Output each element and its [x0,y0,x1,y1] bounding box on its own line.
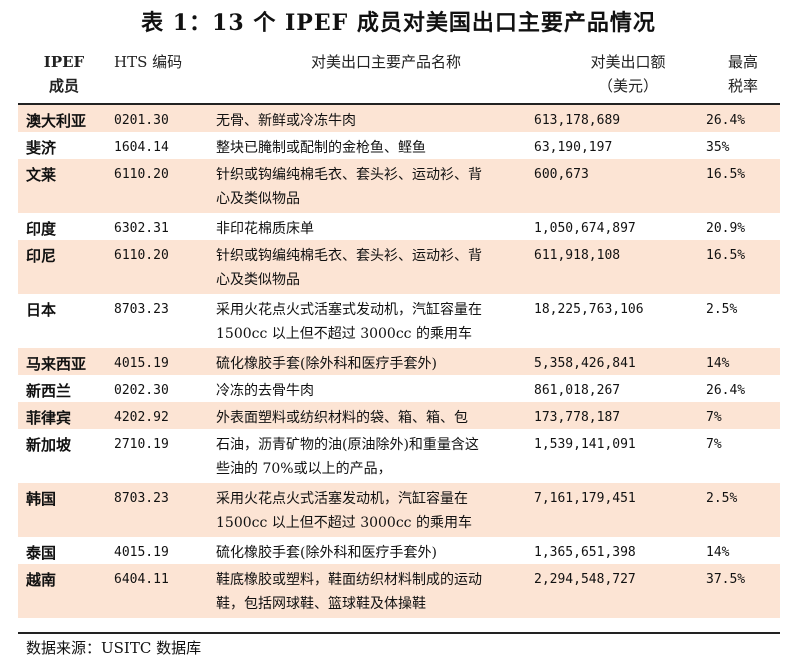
header-rule [18,103,780,105]
header-member-line1: IPEF [43,53,85,71]
row-hts: 4015.19 [114,545,169,560]
row-rate: 14% [706,545,730,560]
row-rate: 16.5% [706,248,746,263]
table-title: 表 1：13 个 IPEF 成员对美国出口主要产品情况 [141,10,656,36]
header-member-line2: 成员 [48,77,79,95]
row-member: 印尼 [26,247,57,265]
row-product: 采用火花点火式活塞发动机，汽缸容量在 1500cc 以上但不超过 3000cc … [216,491,472,531]
row-value: 861,018,267 [534,383,621,398]
row-value: 2,294,548,727 [534,572,636,587]
row-member: 马来西亚 [26,355,87,373]
header-member: IPEF 成员 [24,50,104,102]
row-rate: 26.4% [706,113,746,128]
row-product: 冷冻的去骨牛肉 [216,383,314,399]
row-value: 611,918,108 [534,248,621,263]
row-value: 613,178,689 [534,113,621,128]
row-rate: 7% [706,437,722,452]
row-product: 针织或钩编纯棉毛衣、套头衫、运动衫、背 心及类似物品 [216,167,482,207]
header-value-line2: （美元） [597,77,658,95]
row-value: 173,778,187 [534,410,621,425]
table-row: 韩国 8703.23 采用火花点火式活塞发动机，汽缸容量在 1500cc 以上但… [18,483,780,537]
header-value: 对美出口额 （美元） [558,50,698,102]
table-row: 菲律宾 4202.92 外表面塑料或纺织材料的袋、箱、箱、包 173,778,1… [18,402,780,429]
table-row: 澳大利亚 0201.30 无骨、新鲜或冷冻牛肉 613,178,689 26.4… [18,105,780,132]
row-rate: 2.5% [706,491,738,506]
header-rate-line2: 税率 [727,77,758,95]
header-value-line1: 对美出口额 [590,53,666,71]
row-hts: 0201.30 [114,113,169,128]
row-rate: 26.4% [706,383,746,398]
row-member: 韩国 [26,490,57,508]
row-hts: 6110.20 [114,167,169,182]
row-value: 18,225,763,106 [534,302,644,317]
header-hts: HTS 编码 [114,53,183,71]
row-value: 1,539,141,091 [534,437,636,452]
table-header: IPEF 成员 HTS 编码 对美出口主要产品名称 对美出口额 （美元） 最高 … [18,50,780,102]
row-hts: 6302.31 [114,221,169,236]
row-value: 7,161,179,451 [534,491,636,506]
table-row: 泰国 4015.19 硫化橡胶手套(除外科和医疗手套外) 1,365,651,3… [18,537,780,564]
row-value: 1,365,651,398 [534,545,636,560]
row-member: 越南 [26,571,57,589]
row-product: 石油，沥青矿物的油(原油除外)和重量含这 些油的 70%或以上的产品， [216,437,479,477]
row-product: 硫化橡胶手套(除外科和医疗手套外) [216,545,437,561]
row-member: 澳大利亚 [26,112,87,130]
row-hts: 1604.14 [114,140,169,155]
bottom-rule [18,632,780,634]
header-rate-line1: 最高 [727,53,758,71]
row-value: 63,190,197 [534,140,613,155]
table-row: 印尼 6110.20 针织或钩编纯棉毛衣、套头衫、运动衫、背 心及类似物品 61… [18,240,780,294]
row-rate: 16.5% [706,167,746,182]
header-product: 对美出口主要产品名称 [310,53,461,71]
row-rate: 7% [706,410,722,425]
table-row: 日本 8703.23 采用火花点火式活塞式发动机，汽缸容量在 1500cc 以上… [18,294,780,348]
row-member: 新加坡 [26,436,72,454]
row-member: 菲律宾 [26,409,72,427]
row-value: 1,050,674,897 [534,221,636,236]
row-hts: 0202.30 [114,383,169,398]
row-member: 印度 [26,220,57,238]
row-member: 日本 [26,301,57,319]
row-hts: 6404.11 [114,572,169,587]
row-rate: 35% [706,140,730,155]
row-rate: 2.5% [706,302,738,317]
row-member: 新西兰 [26,382,72,400]
row-product: 整块已腌制或配制的金枪鱼、鲣鱼 [216,140,426,156]
row-product: 采用火花点火式活塞式发动机，汽缸容量在 1500cc 以上但不超过 3000cc… [216,302,482,342]
header-rate: 最高 税率 [708,50,778,102]
row-product: 无骨、新鲜或冷冻牛肉 [216,113,356,129]
row-product: 针织或钩编纯棉毛衣、套头衫、运动衫、背 心及类似物品 [216,248,482,288]
row-hts: 8703.23 [114,302,169,317]
row-rate: 37.5% [706,572,746,587]
row-value: 600,673 [534,167,589,182]
table-row: 印度 6302.31 非印花棉质床单 1,050,674,897 20.9% [18,213,780,240]
row-hts: 2710.19 [114,437,169,452]
row-product: 鞋底橡胶或塑料，鞋面纺织材料制成的运动 鞋，包括网球鞋、篮球鞋及体操鞋 [216,572,482,612]
row-hts: 8703.23 [114,491,169,506]
table-row: 马来西亚 4015.19 硫化橡胶手套(除外科和医疗手套外) 5,358,426… [18,348,780,375]
table-body: 澳大利亚 0201.30 无骨、新鲜或冷冻牛肉 613,178,689 26.4… [18,105,780,618]
data-source-note: 数据来源：USITC 数据库 [26,639,202,657]
row-hts: 6110.20 [114,248,169,263]
table-row: 文莱 6110.20 针织或钩编纯棉毛衣、套头衫、运动衫、背 心及类似物品 60… [18,159,780,213]
row-product: 外表面塑料或纺织材料的袋、箱、箱、包 [216,410,468,426]
row-rate: 14% [706,356,730,371]
table-row: 新西兰 0202.30 冷冻的去骨牛肉 861,018,267 26.4% [18,375,780,402]
row-member: 文莱 [26,166,57,184]
row-member: 斐济 [26,139,57,157]
row-rate: 20.9% [706,221,746,236]
table-row: 斐济 1604.14 整块已腌制或配制的金枪鱼、鲣鱼 63,190,197 35… [18,132,780,159]
row-member: 泰国 [26,544,57,562]
row-hts: 4202.92 [114,410,169,425]
table-row: 越南 6404.11 鞋底橡胶或塑料，鞋面纺织材料制成的运动 鞋，包括网球鞋、篮… [18,564,780,618]
row-product: 硫化橡胶手套(除外科和医疗手套外) [216,356,437,372]
table-row: 新加坡 2710.19 石油，沥青矿物的油(原油除外)和重量含这 些油的 70%… [18,429,780,483]
row-hts: 4015.19 [114,356,169,371]
row-value: 5,358,426,841 [534,356,636,371]
row-product: 非印花棉质床单 [216,221,314,237]
